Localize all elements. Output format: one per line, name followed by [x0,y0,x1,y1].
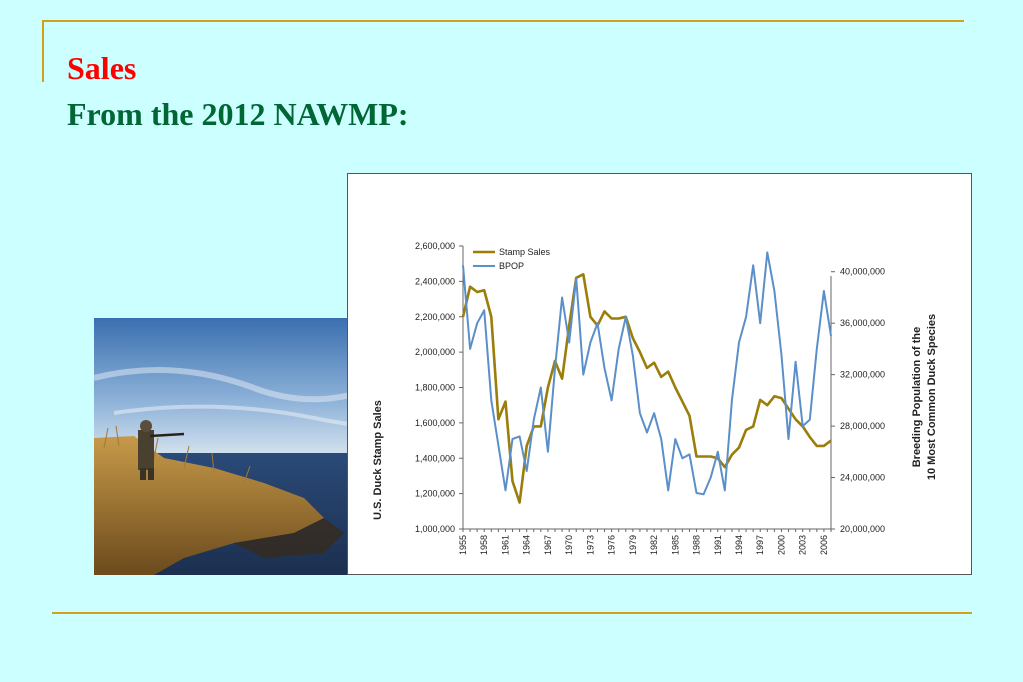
slide-subtitle: From the 2012 NAWMP: [67,96,409,132]
y-tick-label: 2,000,000 [415,347,455,357]
x-tick-label: 1967 [543,535,553,555]
y-tick-label: 2,600,000 [415,241,455,251]
x-tick-label: 2006 [819,535,829,555]
x-tick-label: 1961 [500,535,510,555]
y2-tick-label: 32,000,000 [840,370,885,380]
x-tick-label: 1973 [585,535,595,555]
bottom-rule [52,612,972,614]
y-tick-label: 1,600,000 [415,418,455,428]
y2-tick-label: 20,000,000 [840,524,885,534]
y2-axis-title-line2: 10 Most Common Duck Species [926,314,938,480]
y-tick-label: 2,200,000 [415,312,455,322]
y2-tick-label: 36,000,000 [840,318,885,328]
y-tick-label: 2,400,000 [415,276,455,286]
x-tick-label: 1988 [692,535,702,555]
legend-label: BPOP [499,261,524,271]
series-lines [461,251,832,504]
legend-label: Stamp Sales [499,247,551,257]
left-rule [42,20,44,82]
chart-panel: 1,000,000 1,200,000 1,400,000 1,600,000 1,80… [347,173,972,575]
x-tick-label: 1958 [479,535,489,555]
x-tick-label: 1970 [564,535,574,555]
y-axis-title: U.S. Duck Stamp Sales [372,400,384,520]
y2-tick-label: 24,000,000 [840,473,885,483]
x-tick-label: 1985 [670,535,680,555]
duck-stamp-chart: 1,000,000 1,200,000 1,400,000 1,600,000 1,80… [372,241,938,555]
x-tick-label: 2003 [798,535,808,555]
slide-title: Sales [67,50,137,86]
x-tick-label: 1955 [458,535,468,555]
y-tick-label: 1,200,000 [415,489,455,499]
series-line-bpop [462,251,832,496]
legend: Stamp Sales BPOP [473,247,551,271]
y2-axis-title-line1: Breeding Population of the [911,327,923,468]
x-tick-label: 2000 [776,535,786,555]
y-tick-label: 1,400,000 [415,453,455,463]
x-tick-label: 1997 [755,535,765,555]
hunter-figure [138,420,185,480]
x-tick-label: 1991 [713,535,723,555]
x-tick-label: 1979 [628,535,638,555]
y-tick-label: 1,000,000 [415,524,455,534]
axes: 1,000,000 1,200,000 1,400,000 1,600,000 1,80… [415,241,885,555]
y2-tick-label: 40,000,000 [840,267,885,277]
x-tick-label: 1976 [607,535,617,555]
series-line-stamp-sales [461,273,832,504]
y2-tick-label: 28,000,000 [840,421,885,431]
x-tick-label: 1982 [649,535,659,555]
y-tick-label: 1,800,000 [415,383,455,393]
x-tick-label: 1964 [522,535,532,555]
x-tick-label: 1994 [734,535,744,555]
top-rule [42,20,964,22]
